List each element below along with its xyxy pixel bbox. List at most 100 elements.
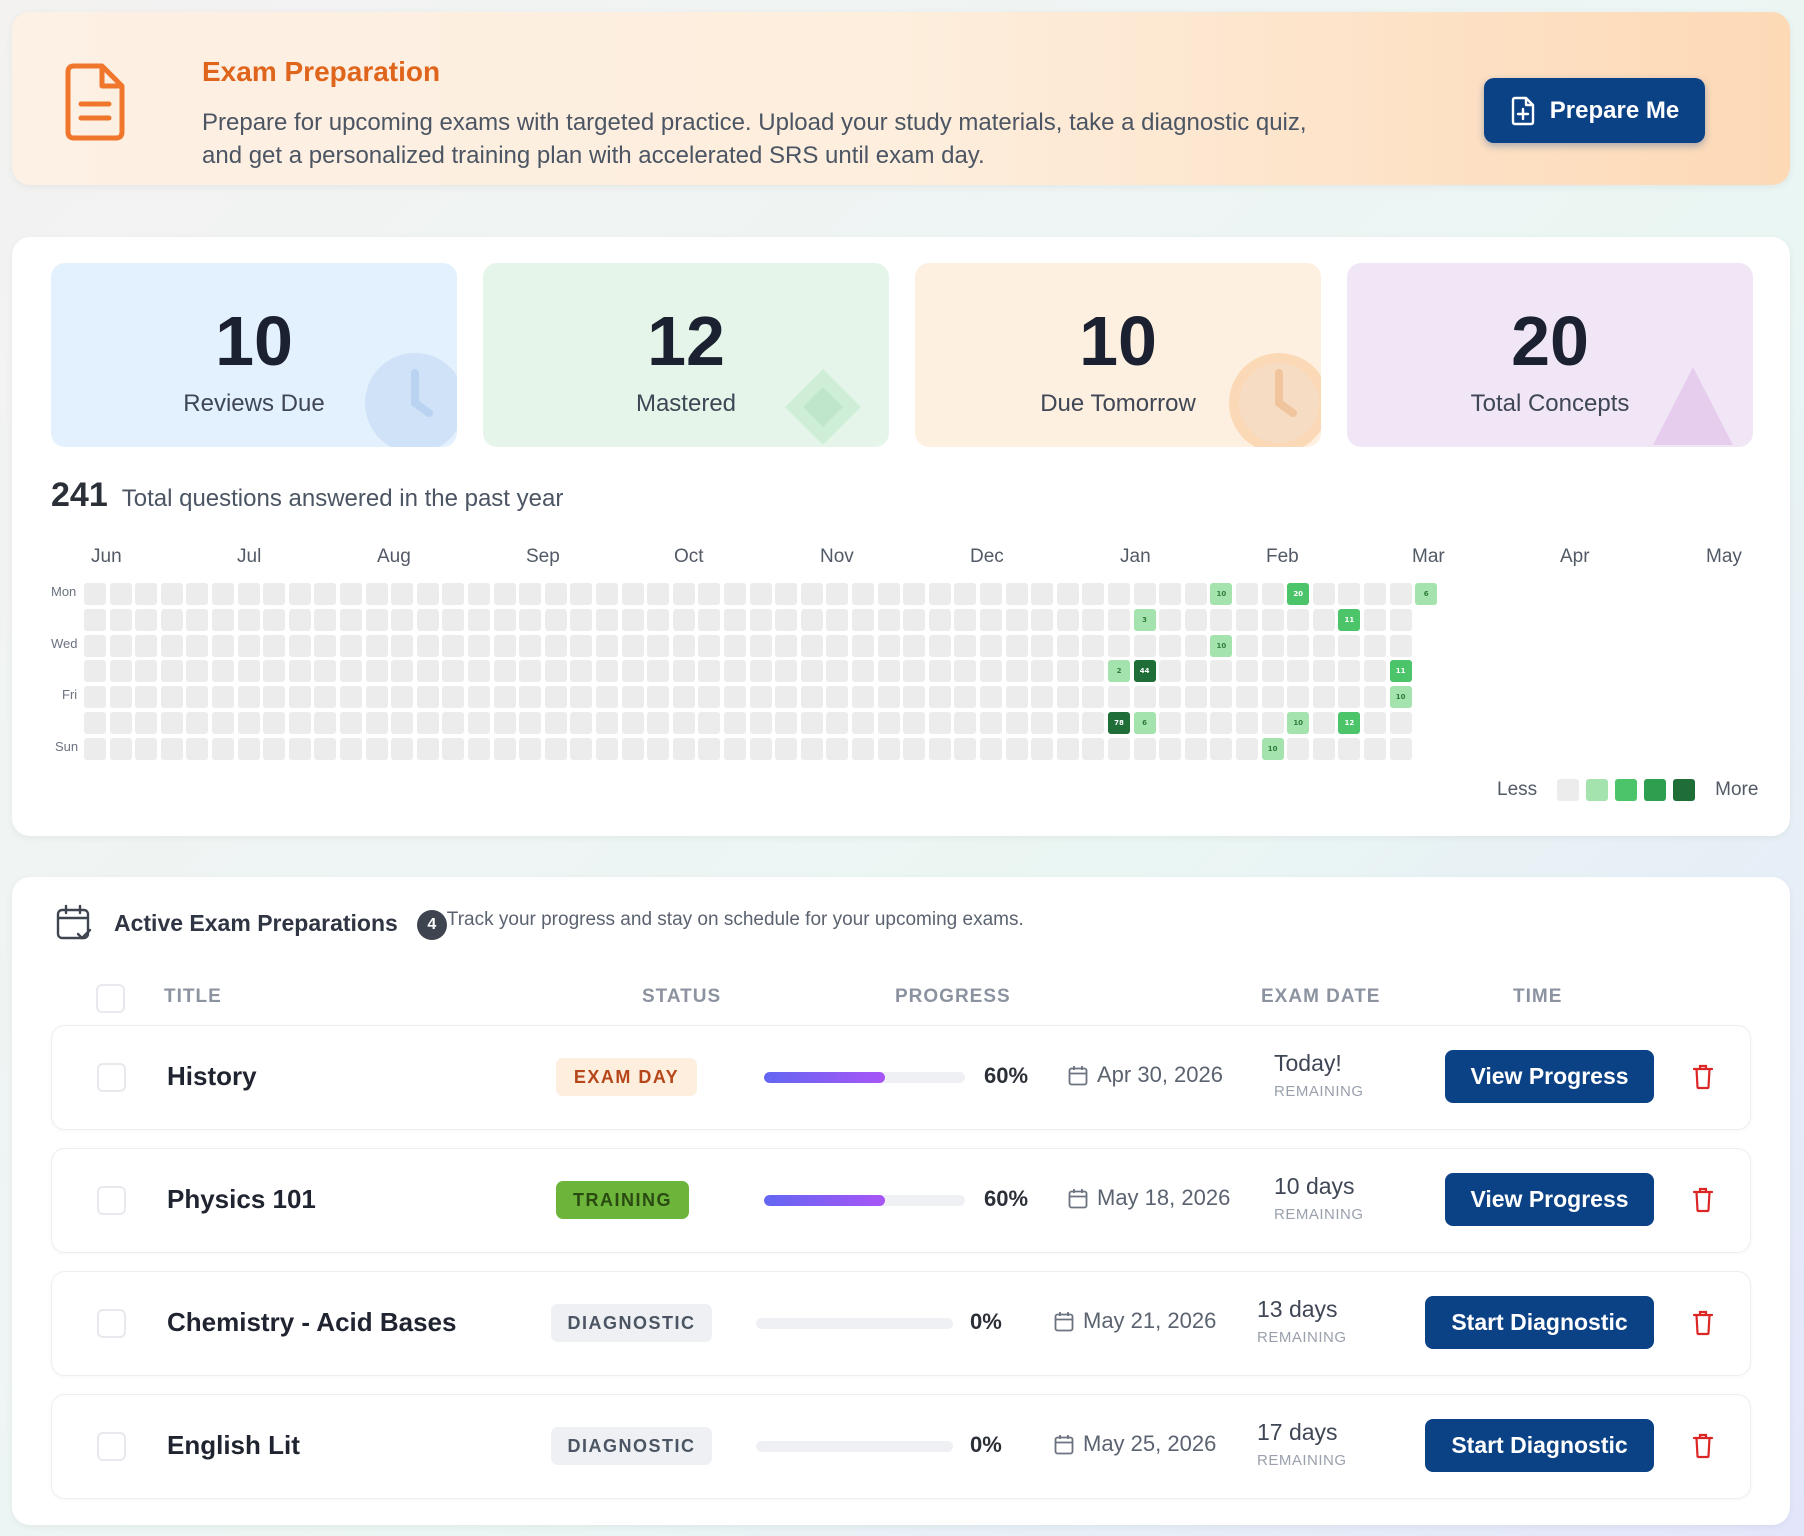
heatmap-cell[interactable] bbox=[775, 660, 798, 683]
heatmap-cell[interactable] bbox=[749, 686, 772, 709]
heatmap-cell[interactable] bbox=[672, 583, 695, 605]
heatmap-cell[interactable] bbox=[826, 583, 849, 605]
heatmap-cell[interactable] bbox=[416, 660, 439, 683]
heatmap-cell[interactable] bbox=[493, 712, 516, 734]
heatmap-cell[interactable] bbox=[1108, 737, 1130, 760]
heatmap-cell[interactable] bbox=[1287, 660, 1310, 683]
heatmap-cell[interactable] bbox=[1210, 737, 1233, 760]
heatmap-cell[interactable] bbox=[1364, 686, 1386, 709]
heatmap-cell[interactable] bbox=[1389, 608, 1412, 631]
heatmap-cell[interactable] bbox=[570, 660, 593, 683]
heatmap-cell[interactable] bbox=[724, 737, 746, 760]
heatmap-cell[interactable] bbox=[1312, 712, 1335, 734]
heatmap-cell[interactable] bbox=[980, 686, 1002, 709]
heatmap-cell[interactable] bbox=[519, 660, 542, 683]
heatmap-cell[interactable] bbox=[698, 686, 721, 709]
heatmap-cell[interactable] bbox=[416, 634, 439, 657]
heatmap-cell[interactable] bbox=[1005, 686, 1028, 709]
heatmap-cell[interactable] bbox=[596, 634, 618, 657]
start-diagnostic-button[interactable]: Start Diagnostic bbox=[1425, 1296, 1654, 1349]
heatmap-cell[interactable] bbox=[621, 660, 644, 683]
heatmap-cell[interactable] bbox=[570, 712, 593, 734]
heatmap-cell[interactable] bbox=[1133, 737, 1156, 760]
heatmap-cell[interactable] bbox=[570, 737, 593, 760]
heatmap-cell[interactable] bbox=[1133, 583, 1156, 605]
heatmap-cell[interactable] bbox=[749, 634, 772, 657]
table-row[interactable]: Chemistry - Acid Bases DIAGNOSTIC 0% May… bbox=[51, 1271, 1751, 1376]
heatmap-cell[interactable] bbox=[84, 686, 106, 709]
heatmap-cell[interactable] bbox=[621, 712, 644, 734]
heatmap-cell[interactable] bbox=[775, 737, 798, 760]
heatmap-cell[interactable] bbox=[928, 737, 951, 760]
heatmap-cell[interactable] bbox=[1056, 660, 1079, 683]
heatmap-cell[interactable] bbox=[442, 608, 465, 631]
heatmap-cell[interactable] bbox=[519, 634, 542, 657]
heatmap-cell[interactable] bbox=[852, 712, 874, 734]
heatmap-cell[interactable] bbox=[1108, 686, 1130, 709]
heatmap-cell[interactable] bbox=[186, 634, 209, 657]
heatmap-cell[interactable] bbox=[647, 686, 670, 709]
heatmap-cell[interactable] bbox=[468, 634, 490, 657]
heatmap-cell[interactable] bbox=[775, 712, 798, 734]
heatmap-cell[interactable] bbox=[570, 583, 593, 605]
heatmap-cell[interactable] bbox=[84, 660, 106, 683]
row-checkbox[interactable] bbox=[97, 1432, 126, 1461]
heatmap-cell[interactable] bbox=[621, 608, 644, 631]
heatmap-cell[interactable] bbox=[519, 737, 542, 760]
trash-icon[interactable] bbox=[1692, 1064, 1714, 1090]
heatmap-cell[interactable] bbox=[877, 608, 900, 631]
heatmap-cell[interactable] bbox=[416, 712, 439, 734]
heatmap-cell[interactable] bbox=[1031, 634, 1054, 657]
heatmap-cell[interactable] bbox=[928, 608, 951, 631]
heatmap-cell[interactable] bbox=[775, 634, 798, 657]
heatmap-cell[interactable] bbox=[365, 583, 388, 605]
heatmap-cell[interactable] bbox=[1236, 712, 1258, 734]
heatmap-cell[interactable] bbox=[852, 583, 874, 605]
heatmap-cell[interactable] bbox=[1031, 608, 1054, 631]
heatmap-cell[interactable] bbox=[391, 634, 414, 657]
heatmap-cell[interactable] bbox=[519, 583, 542, 605]
heatmap-cell[interactable]: 44 bbox=[1133, 660, 1156, 683]
heatmap-cell[interactable] bbox=[1159, 686, 1182, 709]
heatmap-cell[interactable] bbox=[954, 737, 977, 760]
heatmap-cell[interactable] bbox=[1287, 608, 1310, 631]
heatmap-cell[interactable] bbox=[468, 660, 490, 683]
heatmap-cell[interactable] bbox=[416, 583, 439, 605]
column-header-progress[interactable]: PROGRESS bbox=[895, 986, 1011, 1007]
heatmap-cell[interactable] bbox=[314, 712, 337, 734]
heatmap-cell[interactable] bbox=[596, 660, 618, 683]
heatmap-cell[interactable] bbox=[877, 686, 900, 709]
heatmap-cell[interactable] bbox=[800, 737, 823, 760]
heatmap-cell[interactable] bbox=[877, 660, 900, 683]
heatmap-cell[interactable] bbox=[135, 686, 158, 709]
heatmap-cell[interactable] bbox=[1312, 660, 1335, 683]
heatmap-cell[interactable] bbox=[1005, 660, 1028, 683]
heatmap-cell[interactable] bbox=[724, 660, 746, 683]
heatmap-cell[interactable] bbox=[596, 737, 618, 760]
heatmap-cell[interactable] bbox=[1108, 608, 1130, 631]
heatmap-cell[interactable] bbox=[596, 712, 618, 734]
heatmap-cell[interactable] bbox=[621, 634, 644, 657]
heatmap-cell[interactable] bbox=[826, 712, 849, 734]
heatmap-cell[interactable] bbox=[1082, 686, 1105, 709]
heatmap-cell[interactable] bbox=[160, 583, 183, 605]
heatmap-cell[interactable] bbox=[1184, 660, 1207, 683]
heatmap-cell[interactable] bbox=[1338, 583, 1361, 605]
heatmap-cell[interactable] bbox=[980, 583, 1002, 605]
column-header-status[interactable]: STATUS bbox=[642, 986, 722, 1007]
heatmap-cell[interactable] bbox=[1261, 583, 1284, 605]
heatmap-cell[interactable] bbox=[1236, 660, 1258, 683]
heatmap-cell[interactable] bbox=[980, 608, 1002, 631]
heatmap-cell[interactable] bbox=[1184, 634, 1207, 657]
heatmap-cell[interactable] bbox=[980, 660, 1002, 683]
heatmap-cell[interactable] bbox=[212, 686, 234, 709]
heatmap-cell[interactable] bbox=[800, 686, 823, 709]
heatmap-cell[interactable] bbox=[1287, 737, 1310, 760]
heatmap-cell[interactable] bbox=[1261, 660, 1284, 683]
heatmap-cell[interactable] bbox=[1159, 712, 1182, 734]
heatmap-cell[interactable] bbox=[237, 608, 260, 631]
heatmap-cell[interactable]: 10 bbox=[1210, 583, 1233, 605]
heatmap-cell[interactable] bbox=[852, 686, 874, 709]
heatmap-cell[interactable] bbox=[416, 686, 439, 709]
heatmap-cell[interactable] bbox=[1133, 686, 1156, 709]
